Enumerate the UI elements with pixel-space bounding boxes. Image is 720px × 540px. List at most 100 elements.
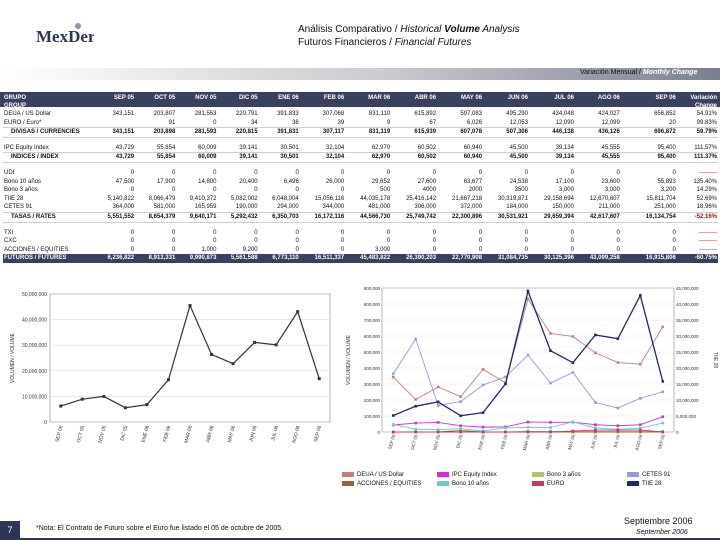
table-cell: 424,027 [598,111,620,117]
x-tick-label: OCT 05 [410,433,419,450]
table-subtotal-row: DIVISAS / CURRENCIES 343,151 203,898 281,59… [3,127,718,138]
table-cell: 0 [171,238,176,245]
data-point [459,414,462,418]
table-cell: MAY 06 [461,95,483,101]
table-cell: 0 [213,187,217,194]
volume-table: GRUPO SEP 05 OCT 05 NOV 05 DIC 05 ENE 06 FEB 0… [3,94,718,263]
y-tick-label: 50,000,000 [22,292,47,298]
data-point [594,333,597,337]
table-cell: 32,104 [325,144,345,151]
data-point [391,375,395,379]
table-cell: 0 [130,229,135,236]
table-cell: 54.91% [696,111,717,117]
table-cell: 507,306 [483,127,529,138]
data-point [414,427,417,431]
table-cell: --------- [699,169,717,176]
table-cell: 307,117 [299,127,346,138]
y2-tick-label: 20,000,000 [676,366,699,371]
table-row: TXI 0 0 0 0 0 0 0 0 0 0 0 0 0 --------- [3,229,718,238]
data-point [549,421,552,424]
x-tick-label: SEP 06 [657,433,666,449]
data-point [436,430,440,434]
data-point [616,337,620,340]
table-cell: IPC Equity Index [4,144,49,151]
table-cell: 0 [254,229,258,236]
table-row: UDI 0 0 0 0 0 0 0 0 0 0 0 0 0 --------- [3,169,718,178]
table-cell: 111.57% [694,144,717,151]
table-cell: 597,083 [460,111,483,117]
data-point [571,361,575,364]
table-cell: 44,566,730 [345,211,392,223]
table-cell: DIVISAS / CURRENCIES [3,127,94,138]
table-cell: 39,134 [555,144,574,151]
table-cell: 0 [340,246,345,253]
table-cell: 39,141 [217,152,259,163]
footnote: *Nota: El Contrato de Futuro sobre el Eu… [36,525,284,532]
legend-swatch [627,472,639,477]
table-cell: 43,099,258 [574,254,621,263]
y-tick-label: 30,000,000 [22,343,47,349]
table-cell: 45,555 [601,144,620,151]
data-point [616,406,620,410]
data-point [504,430,507,434]
data-point [414,398,417,401]
table-cell: 9,990,873 [176,254,218,263]
data-point [436,404,440,407]
table-cell: 0 [171,187,176,194]
table-cell [345,102,391,110]
mexder-logo: MexDer [36,23,94,46]
table-cell: 0 [672,238,676,245]
table-cell: 481,000 [368,204,391,211]
table-row: Bono 3 años 0 0 0 0 0 0 500 4000 2000 3500 3,000 3,0… [3,186,718,195]
table-cell: 30,501 [258,152,300,163]
table-cell: 60,009 [176,152,218,163]
table-cell: 0 [295,238,299,245]
table-cell: 26,000 [325,178,345,185]
y2-tick-label: 30,000,000 [676,334,699,339]
table-cell: --------- [699,246,717,253]
y-tick-label: 400,000 [364,366,381,371]
table-cell: 0 [386,238,391,245]
table-cell: 281,593 [176,127,218,138]
legend-swatch [437,472,449,477]
table-cell [621,229,631,238]
table-cell: INDICES / INDEX [3,152,94,163]
table-cell: JUL 06 [554,95,574,101]
table-cell: 391,833 [277,111,299,117]
table-cell: EURO / Euro* [4,119,42,126]
table-cell: 434,048 [552,111,574,117]
table-cell: 203,807 [153,111,176,117]
table-cell: 12,053 [509,119,528,126]
table-cell: 0 [130,187,135,194]
data-point [102,394,106,398]
band-label-en: Monthly Change [642,69,698,76]
table-cell: 0 [295,169,299,176]
table-cell [176,102,217,110]
title-en-bold: Volume [444,24,480,35]
table-cell: 0 [254,169,258,176]
table-cell: 0 [432,169,437,176]
title-en-pre: Historical [400,24,445,35]
table-cell: 38 [292,119,299,126]
data-point [504,382,507,386]
data-point [661,430,665,434]
table-cell: 60,940 [463,144,483,151]
table-cell: CETES 91 [4,204,33,211]
table-cell: 343,151 [94,127,136,138]
table-cell: UDI [4,169,15,176]
table-cell: 3,000 [604,187,620,194]
table-row: ACCIONES / EQUITIES 0 0 1,000 9,200 0 0 3,000 0 0… [3,246,718,255]
table-cell: 0 [254,187,258,194]
table-cell: 29,652 [371,178,391,185]
data-point [549,426,552,429]
data-point [594,428,597,432]
contracts-volume-chart: 0 100,000 200,000 300,000 400,000 500,000 600,… [346,286,718,451]
table-cell: 12,670,607 [589,195,620,202]
table-cell: 0 [213,169,217,176]
page-number: 7 [0,521,20,540]
legend-label: CETES 91 [642,472,671,479]
table-cell: 6,048,004 [272,195,299,202]
table-cell: TIIE 28 [4,195,24,202]
y2-tick-label: 5,000,000 [676,414,697,419]
legend-label: Bono 10 años [452,481,490,488]
